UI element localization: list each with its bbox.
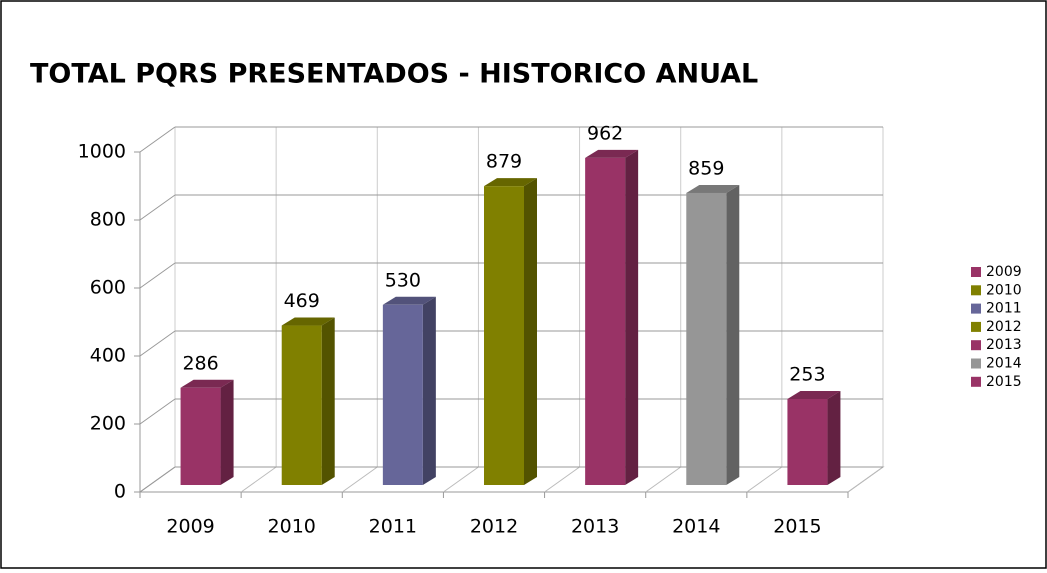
bar-top [484,178,537,187]
floor-divider [645,466,682,493]
bar-side [321,317,335,485]
bar [382,304,423,485]
bar-side [625,149,639,486]
legend-swatch [971,340,981,351]
legend-swatch [971,376,981,387]
floor-divider [443,466,479,493]
x-tick-label: 2011 [369,516,417,538]
y-tick-label: 800 [90,209,126,231]
value-label: 530 [385,269,421,291]
legend-label: 2009 [986,264,1022,280]
bar-side [827,390,841,485]
floor-divider [847,466,884,493]
floor-divider [341,466,378,493]
bar [180,387,221,485]
floor-divider [544,466,580,493]
bar-top [281,317,335,326]
bar [686,192,727,485]
bar [787,398,828,485]
legend-swatch [971,303,981,314]
bar-side [220,379,234,485]
grid-line [139,398,176,425]
bar-top [585,149,639,158]
bar [281,325,322,485]
value-label: 962 [587,122,623,144]
value-label: 469 [284,290,320,312]
x-tick-label: 2010 [268,516,316,538]
legend-swatch [971,267,981,277]
legend-label: 2010 [986,282,1022,298]
grid-line [139,126,176,153]
floor-divider [746,466,783,493]
legend-label: 2015 [986,374,1022,390]
value-label: 879 [486,151,522,173]
x-tick-label: 2014 [672,516,720,538]
bar-side [524,178,537,485]
bar-top [787,390,841,399]
legend-label: 2013 [986,337,1022,353]
x-tick-label: 2009 [166,516,214,538]
grid-line [139,330,176,357]
bar-side [422,296,436,485]
value-label: 253 [789,363,825,385]
y-tick-label: 200 [90,413,126,435]
grid-line [139,262,176,289]
grid-line [139,194,176,221]
floor-divider [240,466,277,493]
bar-side [726,184,740,485]
y-tick-label: 400 [90,345,126,367]
legend-swatch [971,321,981,332]
bar [585,157,626,486]
chart-title: TOTAL PQRS PRESENTADOS - HISTORICO ANUAL [30,59,758,90]
y-tick-label: 0 [114,481,126,503]
bar [484,186,524,485]
value-label: 286 [182,352,218,374]
grid-line [139,466,176,493]
y-tick-label: 1000 [78,141,126,163]
x-tick-label: 2013 [571,516,619,538]
legend-label: 2011 [986,301,1022,317]
bar-top [180,379,234,388]
x-tick-label: 2015 [773,516,821,538]
bar-top [686,184,740,193]
legend-swatch [971,358,981,369]
y-tick-label: 600 [90,277,126,299]
legend-swatch [971,285,981,296]
x-tick-label: 2012 [470,516,518,538]
value-label: 859 [688,157,724,179]
legend-label: 2012 [986,319,1022,335]
bar-top [382,296,436,305]
legend-label: 2014 [986,356,1022,372]
